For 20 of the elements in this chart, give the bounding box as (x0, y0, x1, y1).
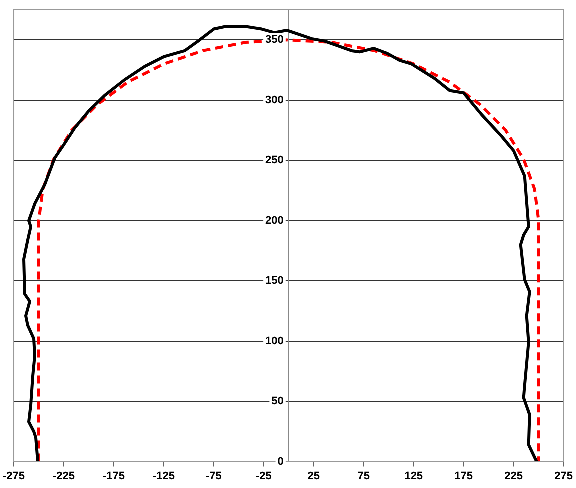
x-tick-label: -25 (256, 470, 272, 482)
x-tick-label: -75 (206, 470, 222, 482)
x-tick-label: 25 (308, 470, 320, 482)
y-tick-label: 150 (266, 275, 284, 288)
y-tick-label: 200 (266, 214, 284, 227)
y-tick-label: 300 (266, 94, 284, 106)
y-tick-label: 100 (266, 335, 284, 348)
x-tick-label: 275 (554, 470, 574, 482)
x-tick-label: -175 (102, 470, 125, 482)
x-tick-label: 125 (404, 470, 424, 482)
y-tick-label: 250 (266, 154, 284, 167)
x-tick-label: 75 (358, 470, 370, 482)
x-tick-label: -125 (152, 470, 175, 482)
y-tick-label: 50 (272, 396, 284, 408)
y-tick-label: 350 (266, 34, 284, 46)
y-tick-label: 0 (278, 456, 284, 468)
x-tick-label: -275 (2, 470, 26, 482)
x-tick-label: 225 (504, 470, 524, 482)
x-tick-label: -225 (52, 470, 76, 482)
x-tick-label: 175 (454, 470, 474, 482)
